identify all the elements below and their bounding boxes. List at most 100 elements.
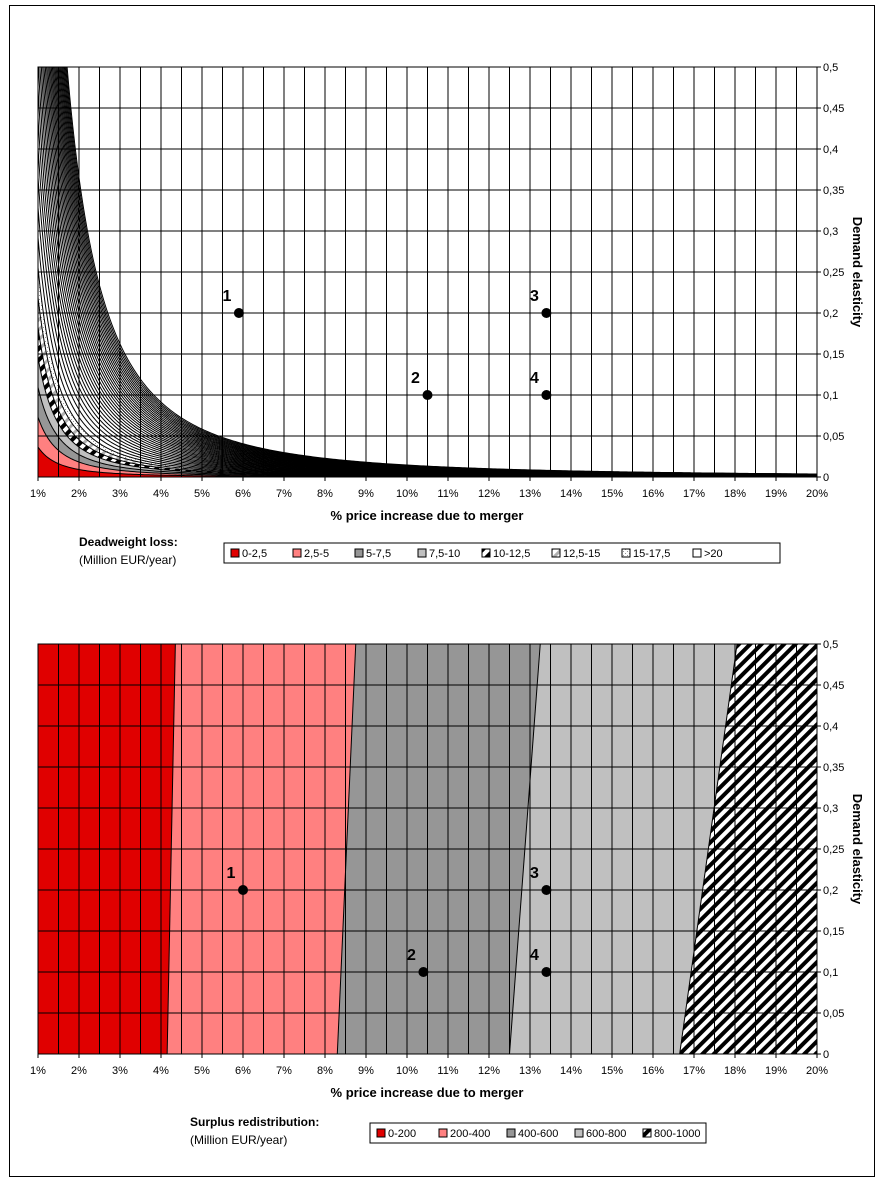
- data-point-label: 2: [411, 370, 420, 387]
- y-tick-label: 0,25: [823, 844, 844, 856]
- data-point-label: 2: [407, 947, 416, 964]
- x-tick-label: 20%: [806, 1065, 828, 1077]
- x-tick-label: 14%: [560, 488, 582, 500]
- legend-title: Surplus redistribution:: [190, 1115, 319, 1129]
- legend-swatch: [438, 1128, 448, 1138]
- x-tick-label: 13%: [519, 1065, 541, 1077]
- legend: Deadweight loss: (Million EUR/year) 0-2,…: [79, 535, 781, 567]
- legend-swatch: [481, 548, 491, 558]
- y-tick-label: 0,4: [823, 721, 838, 733]
- y-tick-label: 0,05: [823, 1008, 844, 1020]
- legend-label: 5-7,5: [366, 548, 391, 560]
- y-tick-label: 0,3: [823, 803, 838, 815]
- x-tick-label: 10%: [396, 1065, 418, 1077]
- x-tick-label: 8%: [317, 1065, 333, 1077]
- y-tick-label: 0,15: [823, 926, 844, 938]
- y-tick-label: 0,5: [823, 639, 838, 651]
- y-tick-labels: 0 0,05 0,1 0,15 0,2 0,25 0,3 0,35 0,4 0,45 0,5: [817, 62, 844, 484]
- x-tick-label: 18%: [724, 488, 746, 500]
- data-point-marker: [541, 967, 552, 977]
- data-point-marker: [541, 308, 552, 318]
- x-tick-label: 17%: [683, 488, 705, 500]
- x-tick-label: 15%: [601, 1065, 623, 1077]
- data-point-label: 3: [530, 288, 539, 305]
- x-tick-label: 1%: [30, 488, 46, 500]
- data-point-marker: [541, 885, 552, 895]
- legend-swatch: [354, 548, 364, 558]
- plot-grid: [38, 644, 817, 1054]
- surplus-redistribution-chart: 1 2 3 4 1% 2% 3% 4% 5% 6% 7% 8% 9% 10% 11% 12% 13% 14% 15…: [30, 639, 865, 1100]
- x-tick-label: 3%: [112, 1065, 128, 1077]
- x-tick-label: 17%: [683, 1065, 705, 1077]
- y-tick-label: 0,05: [823, 431, 844, 443]
- y-tick-label: 0,25: [823, 267, 844, 279]
- legend-label: 7,5-10: [429, 548, 460, 560]
- legend-label: 400-600: [518, 1128, 558, 1140]
- legend: Surplus redistribution: (Million EUR/yea…: [190, 1115, 707, 1147]
- x-tick-label: 7%: [276, 1065, 292, 1077]
- legend-swatch: [230, 548, 240, 558]
- x-tick-label: 4%: [153, 1065, 169, 1077]
- y-tick-label: 0,2: [823, 308, 838, 320]
- plot-grid: [38, 67, 817, 477]
- y-tick-label: 0,35: [823, 762, 844, 774]
- x-tick-label: 13%: [519, 488, 541, 500]
- y-axis-label: Demand elasticity: [850, 217, 865, 328]
- y-tick-label: 0,5: [823, 62, 838, 74]
- legend-label: 15-17,5: [633, 548, 670, 560]
- legend-label: 200-400: [450, 1128, 490, 1140]
- data-point-marker: [233, 308, 244, 318]
- y-tick-label: 0,35: [823, 185, 844, 197]
- x-tick-label: 1%: [30, 1065, 46, 1077]
- data-points: 1 2 3 4: [227, 865, 552, 977]
- legend-label: 800-1000: [654, 1128, 701, 1140]
- legend-label: >20: [704, 548, 723, 560]
- y-axis-label: Demand elasticity: [850, 794, 865, 905]
- data-point-marker: [541, 390, 552, 400]
- data-point-label: 1: [227, 865, 236, 882]
- legend-label: 2,5-5: [304, 548, 329, 560]
- y-tick-label: 0,1: [823, 390, 838, 402]
- data-point-label: 3: [530, 865, 539, 882]
- x-tick-label: 5%: [194, 1065, 210, 1077]
- legend-swatch: [692, 548, 702, 558]
- x-tick-label: 10%: [396, 488, 418, 500]
- legend-swatch: [642, 1128, 652, 1138]
- legend-swatch: [292, 548, 302, 558]
- data-points: 1 2 3 4: [222, 288, 552, 400]
- x-tick-label: 5%: [194, 488, 210, 500]
- y-tick-label: 0: [823, 472, 829, 484]
- x-tick-label: 15%: [601, 488, 623, 500]
- x-tick-label: 9%: [358, 1065, 374, 1077]
- x-tick-label: 6%: [235, 1065, 251, 1077]
- data-point-label: 1: [222, 288, 231, 305]
- data-point-marker: [418, 967, 429, 977]
- y-tick-labels: 0 0,05 0,1 0,15 0,2 0,25 0,3 0,35 0,4 0,45 0,5: [817, 639, 844, 1061]
- x-tick-label: 9%: [358, 488, 374, 500]
- legend-swatch: [551, 548, 561, 558]
- x-axis-label: % price increase due to merger: [331, 508, 524, 523]
- y-tick-label: 0,45: [823, 680, 844, 692]
- data-point-marker: [238, 885, 248, 895]
- legend-swatch: [506, 1128, 516, 1138]
- x-tick-label: 8%: [317, 488, 333, 500]
- x-tick-label: 14%: [560, 1065, 582, 1077]
- x-tick-label: 11%: [437, 488, 458, 500]
- legend-label: 600-800: [586, 1128, 626, 1140]
- legend-label: 0-2,5: [242, 548, 267, 560]
- data-point-label: 4: [530, 370, 539, 387]
- legend-label: 12,5-15: [563, 548, 600, 560]
- y-tick-label: 0,45: [823, 103, 844, 115]
- x-tick-label: 12%: [478, 1065, 500, 1077]
- y-tick-label: 0,4: [823, 144, 838, 156]
- x-tick-labels: 1% 2% 3% 4% 5% 6% 7% 8% 9% 10% 11% 12% 13% 14% 15% 16% 1…: [30, 477, 828, 500]
- legend-swatch: [376, 1128, 386, 1138]
- x-tick-label: 2%: [71, 488, 87, 500]
- data-point-marker: [422, 390, 433, 400]
- legend-swatch: [417, 548, 427, 558]
- x-tick-label: 12%: [478, 488, 500, 500]
- legend-box: [223, 542, 781, 564]
- x-tick-label: 4%: [153, 488, 169, 500]
- legend-label: 0-200: [388, 1128, 416, 1140]
